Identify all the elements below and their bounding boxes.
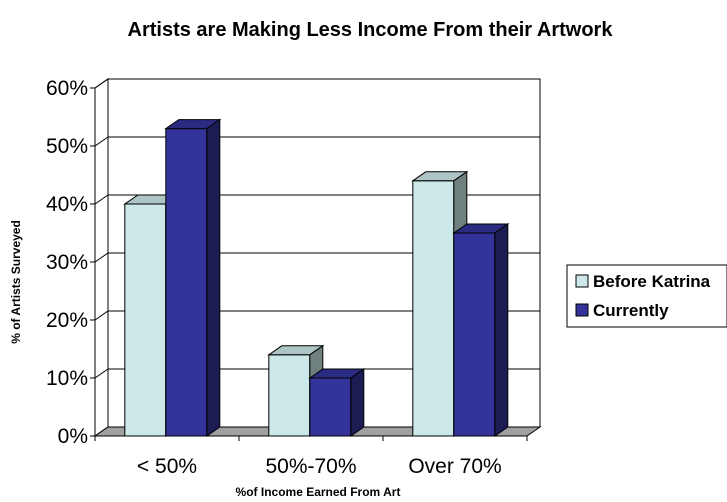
legend-label-currently: Currently (593, 301, 669, 320)
bars (123, 118, 510, 437)
y-tick-label: 30% (46, 251, 88, 274)
y-tick-label: 50% (46, 135, 88, 158)
bar-currently-2-front (309, 377, 352, 437)
y-tick-label: 20% (46, 309, 88, 332)
chart-title: Artists are Making Less Income From thei… (128, 19, 614, 41)
y-tick-label: 40% (46, 193, 88, 216)
y-tick-label: 0% (58, 425, 88, 448)
gridline (94, 136, 540, 147)
x-category-labels: < 50% 50%-70% Over 70% (137, 455, 502, 478)
gridline (94, 252, 540, 263)
x-category-label: 50%-70% (265, 455, 356, 478)
legend-swatch-currently (575, 303, 589, 317)
x-axis-title: %of Income Earned From Art (236, 485, 401, 499)
bar-before-katrina-2-front (268, 354, 311, 437)
y-tick-label: 10% (46, 367, 88, 390)
bar-before-katrina-1-front (124, 203, 167, 437)
gridline (94, 368, 540, 379)
bar-currently-3-side (494, 223, 509, 437)
bar-currently-1-front (165, 128, 208, 437)
bar-currently-3 (452, 223, 510, 437)
gridline (94, 78, 540, 89)
bar-currently-3-front (453, 232, 496, 437)
x-category-label: < 50% (137, 455, 197, 478)
y-tick-label: 60% (46, 77, 88, 100)
y-axis-title: % of Artists Surveyed (9, 220, 23, 344)
legend-box (566, 264, 727, 328)
legend-swatch-before-katrina (575, 274, 589, 288)
y-tick-labels: 0% 10% 20% 30% 40% 50% 60% (46, 77, 88, 448)
bar-before-katrina-3-front (412, 180, 455, 437)
gridline (94, 194, 540, 205)
bar-currently-1-side (206, 118, 221, 437)
gridlines (94, 78, 540, 437)
x-category-label: Over 70% (408, 455, 501, 478)
bar-currently-2-side (350, 368, 365, 437)
bar-currently-1 (164, 118, 222, 437)
legend-label-before-katrina: Before Katrina (593, 272, 711, 291)
gridline (94, 310, 540, 321)
bar-currently-2 (308, 368, 366, 437)
legend: Before Katrina Currently (566, 264, 727, 328)
